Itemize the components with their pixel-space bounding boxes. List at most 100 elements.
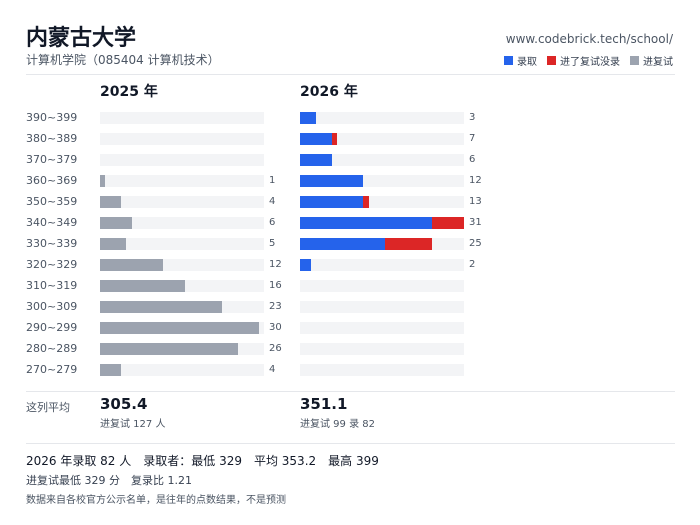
bar-count-label: 12 [269,259,282,270]
bar-count-label: 31 [469,217,482,228]
row-label: 350~359 [26,195,78,208]
bar-track [300,322,464,334]
bar-track [300,301,464,313]
bar-segment [100,280,185,292]
bar-count-label: 4 [269,364,276,375]
legend-label-interviewed: 进复试 [643,57,673,68]
bar-track [100,364,264,376]
bar-segment [300,217,433,229]
bar-segment [300,259,311,271]
legend-label-rejected: 进了复试没录 [560,57,620,68]
bar-track [100,343,264,355]
bar-segment [300,238,385,250]
bar-count-label: 23 [269,301,282,312]
bar-count-label: 12 [469,175,482,186]
legend-swatch-rejected [547,56,556,65]
bar-track [300,238,464,250]
row-label: 340~349 [26,216,78,229]
bar-count-label: 25 [469,238,482,249]
row-label: 360~369 [26,174,78,187]
bar-track [100,301,264,313]
bar-track [300,217,464,229]
average-value-2026: 351.1 [300,395,348,413]
bar-count-label: 3 [469,112,476,123]
legend-item-admitted: 录取 [504,53,537,68]
bar-track [100,322,264,334]
bar-segment [300,154,332,166]
bar-track [100,238,264,250]
bar-track [100,133,264,145]
bar-count-label: 26 [269,343,282,354]
data-source-note: 数据来自各校官方公示名单，是往年的点数结果，不是预测 [26,495,286,506]
bar-count-label: 16 [269,280,282,291]
bar-segment [100,322,259,334]
bar-track [300,154,464,166]
bar-segment [100,301,222,313]
panel-title-2025: 2025 年 [100,84,158,100]
bar-track [300,196,464,208]
bar-segment [100,175,106,187]
bar-segment [363,196,369,208]
bar-segment [432,217,464,229]
bar-count-label: 6 [269,217,276,228]
row-label: 310~319 [26,279,78,292]
header-divider [26,74,675,75]
bar-count-label: 6 [469,154,476,165]
bar-track [300,364,464,376]
legend-item-rejected: 进了复试没录 [547,53,620,68]
bar-segment [384,238,433,250]
bar-segment [100,238,127,250]
bar-segment [331,133,338,145]
bar-segment [300,112,316,124]
bar-track [300,280,464,292]
bar-segment [100,196,122,208]
page-subtitle: 计算机学院（085404 计算机技术） [26,53,220,67]
page-title: 内蒙古大学 [26,26,137,51]
bar-segment [300,175,364,187]
bar-track [100,175,264,187]
bar-track [100,217,264,229]
legend-swatch-admitted [504,56,513,65]
summary-admission: 2026 年录取 82 人 录取者：最低 329 平均 353.2 最高 399 [26,454,379,468]
bar-segment [300,133,332,145]
average-divider [26,391,675,392]
bar-track [300,259,464,271]
average-sub-2025: 进复试 127 人 [100,419,166,430]
bar-count-label: 5 [269,238,276,249]
bar-count-label: 1 [269,175,276,186]
bar-segment [100,259,164,271]
bar-track [100,112,264,124]
average-sub-2026: 进复试 99 录 82 [300,419,375,430]
legend-swatch-interviewed [630,56,639,65]
bar-track [100,259,264,271]
bar-count-label: 13 [469,196,482,207]
row-label: 330~339 [26,237,78,250]
average-row-label: 这列平均 [26,401,70,414]
row-label: 390~399 [26,111,78,124]
bar-count-label: 4 [269,196,276,207]
bar-track [300,112,464,124]
bar-track [300,343,464,355]
bar-count-label: 2 [469,259,476,270]
bar-track [300,133,464,145]
row-label: 320~329 [26,258,78,271]
average-value-2025: 305.4 [100,395,148,413]
site-url[interactable]: www.codebrick.tech/school/ [505,32,673,46]
row-label: 300~309 [26,300,78,313]
bar-count-label: 7 [469,133,476,144]
bar-segment [100,217,132,229]
bar-track [100,280,264,292]
bar-track [100,154,264,166]
legend-label-admitted: 录取 [517,57,537,68]
summary-interview: 进复试最低 329 分 复录比 1.21 [26,474,192,487]
summary-divider [26,443,675,444]
chart-legend: 录取 进了复试没录 进复试 [504,53,673,68]
panel-title-2026: 2026 年 [300,84,358,100]
bar-segment [100,343,238,355]
bar-segment [300,196,364,208]
bar-track [100,196,264,208]
row-label: 280~289 [26,342,78,355]
row-label: 370~379 [26,153,78,166]
bar-count-label: 30 [269,322,282,333]
legend-item-interviewed: 进复试 [630,53,673,68]
